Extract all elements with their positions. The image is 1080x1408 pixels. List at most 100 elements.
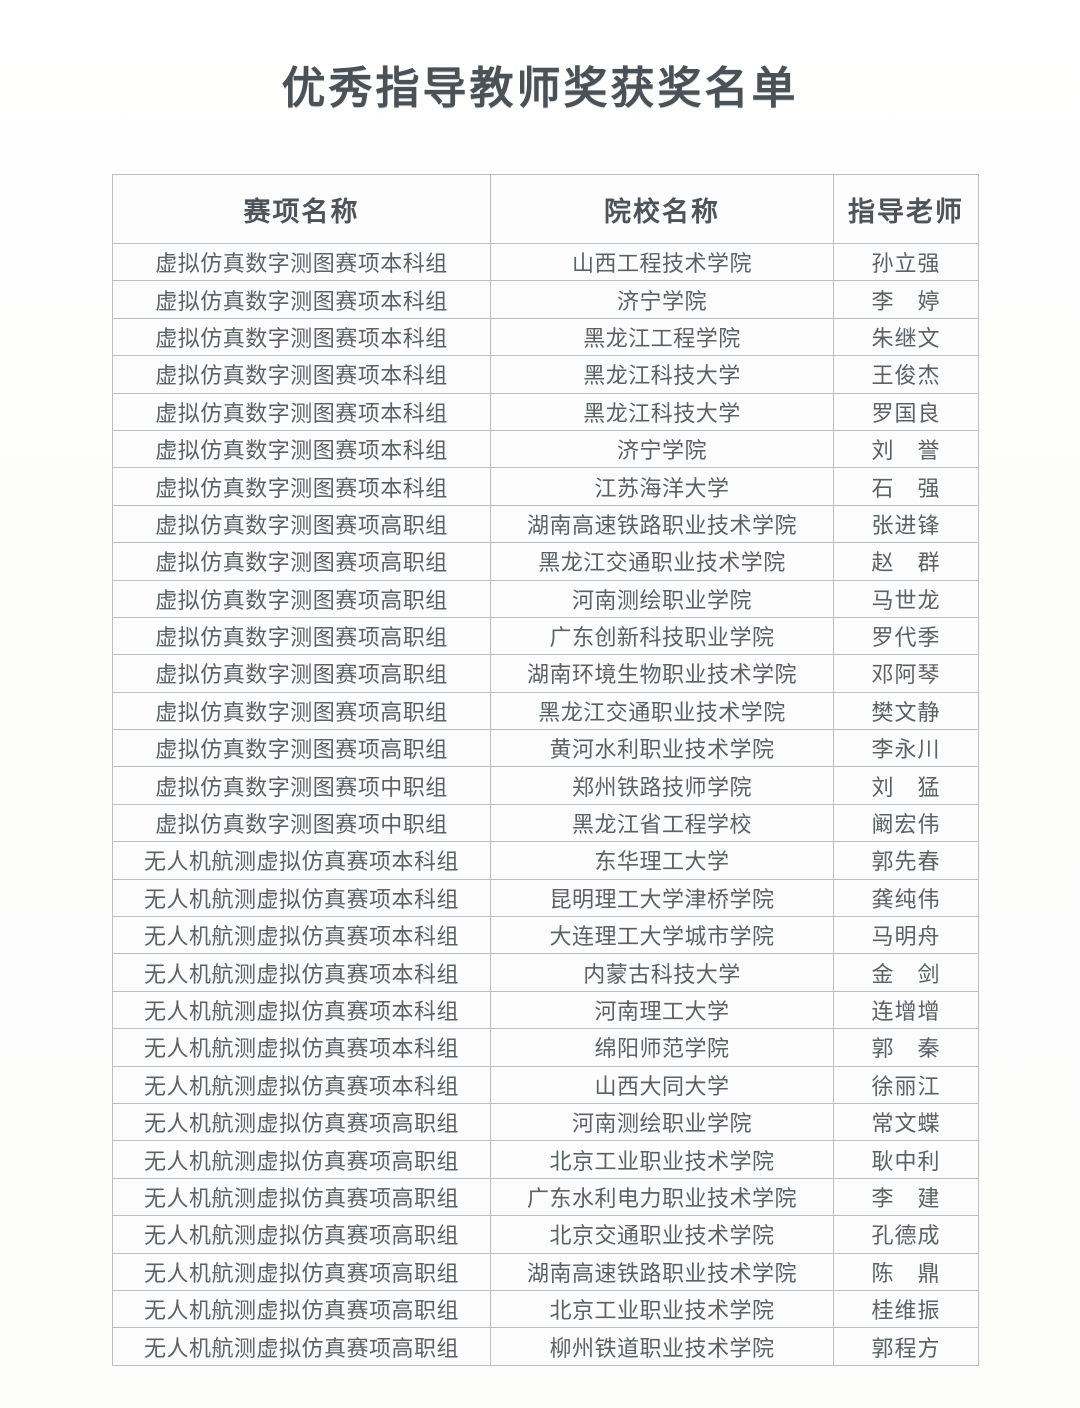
cell-school: 湖南环境生物职业技术学院	[490, 654, 834, 693]
column-header-teacher: 指导老师	[833, 174, 979, 244]
cell-school: 黑龙江交通职业技术学院	[490, 691, 834, 731]
cell-teacher: 李永川	[833, 729, 979, 768]
cell-event: 无人机航测虚拟仿真赛项高职组	[112, 1177, 491, 1217]
cell-event: 虚拟仿真数字测图赛项本科组	[112, 429, 491, 469]
cell-event: 虚拟仿真数字测图赛项高职组	[112, 729, 491, 768]
table-row: 虚拟仿真数字测图赛项高职组 黑龙江交通职业技术学院赵 群	[112, 542, 979, 581]
cell-event: 无人机航测虚拟仿真赛项本科组	[112, 1065, 491, 1104]
cell-teacher: 郭程方	[833, 1327, 979, 1366]
cell-school: 黑龙江交通职业技术学院	[490, 542, 834, 581]
cell-event: 虚拟仿真数字测图赛项高职组	[112, 504, 491, 544]
table-row: 无人机航测虚拟仿真赛项本科组 河南理工大学 连增增	[112, 990, 979, 1030]
cell-teacher: 桂维振	[833, 1289, 979, 1329]
column-header-event: 赛项名称	[112, 174, 491, 244]
cell-school: 山西工程技术学院	[490, 242, 834, 282]
table-row: 无人机航测虚拟仿真赛项高职组 河南测绘职业学院 常文蝶	[112, 1102, 979, 1142]
cell-event: 无人机航测虚拟仿真赛项本科组	[112, 953, 491, 992]
table-row: 虚拟仿真数字测图赛项本科组 黑龙江工程学院 朱继文	[112, 317, 979, 357]
cell-event: 无人机航测虚拟仿真赛项高职组	[112, 1102, 491, 1142]
cell-teacher: 朱继文	[833, 317, 979, 357]
cell-event: 虚拟仿真数字测图赛项中职组	[112, 766, 491, 805]
page-title: 优秀指导教师奖获奖名单	[281, 64, 799, 113]
cell-school: 北京工业职业技术学院	[490, 1289, 834, 1329]
cell-teacher: 孙立强	[833, 242, 979, 282]
cell-event: 虚拟仿真数字测图赛项本科组	[112, 242, 491, 282]
table-row: 虚拟仿真数字测图赛项本科组 济宁学院刘 誉	[112, 429, 979, 469]
cell-teacher: 孔德成	[833, 1215, 979, 1254]
cell-teacher: 王俊杰	[833, 355, 979, 394]
table-header-row: 赛项名称 院校名称 指导老师	[112, 174, 979, 244]
table-row: 虚拟仿真数字测图赛项中职组 郑州铁路技师学院刘 猛	[112, 766, 979, 805]
cell-teacher: 徐丽江	[833, 1065, 979, 1104]
cell-teacher: 刘 誉	[833, 429, 979, 469]
cell-school: 河南测绘职业学院	[490, 579, 834, 618]
cell-teacher: 李 婷	[833, 280, 979, 319]
cell-teacher: 郭先春	[833, 841, 979, 880]
cell-school: 绵阳师范学院	[490, 1028, 834, 1067]
table-row: 无人机航测虚拟仿真赛项本科组 昆明理工大学津桥学院 龚纯伟	[112, 878, 979, 918]
cell-teacher: 樊文静	[833, 691, 979, 731]
cell-teacher: 常文蝶	[833, 1102, 979, 1142]
cell-event: 虚拟仿真数字测图赛项中职组	[112, 803, 491, 843]
cell-school: 北京交通职业技术学院	[490, 1215, 834, 1254]
cell-school: 江苏海洋大学	[490, 467, 834, 506]
cell-event: 虚拟仿真数字测图赛项本科组	[112, 467, 491, 506]
cell-teacher: 阚宏伟	[833, 803, 979, 843]
cell-school: 广东水利电力职业技术学院	[490, 1177, 834, 1217]
cell-school: 山西大同大学	[490, 1065, 834, 1104]
cell-school: 大连理工大学城市学院	[490, 916, 834, 955]
cell-teacher: 刘 猛	[833, 766, 979, 805]
cell-school: 湖南高速铁路职业技术学院	[490, 1252, 834, 1291]
cell-school: 郑州铁路技师学院	[490, 766, 834, 805]
cell-event: 无人机航测虚拟仿真赛项本科组	[112, 1028, 491, 1067]
table-body: 虚拟仿真数字测图赛项本科组 山西工程技术学院 孙立强 虚拟仿真数字测图赛项本科组 济宁学…	[112, 242, 979, 1366]
cell-school: 黄河水利职业技术学院	[490, 729, 834, 768]
table-row: 虚拟仿真数字测图赛项本科组 江苏海洋大学石 强	[112, 467, 979, 506]
cell-teacher: 郭 秦	[833, 1028, 979, 1067]
cell-school: 北京工业职业技术学院	[490, 1140, 834, 1179]
cell-event: 无人机航测虚拟仿真赛项高职组	[112, 1327, 491, 1366]
cell-event: 无人机航测虚拟仿真赛项本科组	[112, 878, 491, 918]
award-table: 赛项名称 院校名称 指导老师 虚拟仿真数字测图赛项本科组 山西工程技术学院 孙立强虚…	[112, 174, 979, 1366]
table-row: 虚拟仿真数字测图赛项高职组 湖南高速铁路职业技术学院 张进锋	[112, 504, 979, 544]
cell-teacher: 陈 鼎	[833, 1252, 979, 1291]
cell-teacher: 连增增	[833, 990, 979, 1030]
column-header-school: 院校名称	[490, 174, 834, 244]
award-table-container: 赛项名称 院校名称 指导老师 虚拟仿真数字测图赛项本科组 山西工程技术学院 孙立强虚…	[112, 174, 979, 1366]
cell-school: 黑龙江工程学院	[490, 317, 834, 357]
cell-event: 虚拟仿真数字测图赛项本科组	[112, 355, 491, 394]
cell-teacher: 马世龙	[833, 579, 979, 618]
table-row: 虚拟仿真数字测图赛项高职组 广东创新科技职业学院 罗代季	[112, 616, 979, 656]
table-row: 无人机航测虚拟仿真赛项高职组 广东水利电力职业技术学院李 建	[112, 1177, 979, 1217]
cell-event: 虚拟仿真数字测图赛项高职组	[112, 579, 491, 618]
cell-school: 广东创新科技职业学院	[490, 616, 834, 656]
cell-teacher: 赵 群	[833, 542, 979, 581]
cell-teacher: 张进锋	[833, 504, 979, 544]
cell-school: 河南测绘职业学院	[490, 1102, 834, 1142]
cell-school: 东华理工大学	[490, 841, 834, 880]
cell-school: 黑龙江科技大学	[490, 392, 834, 431]
table-row: 无人机航测虚拟仿真赛项高职组 北京交通职业技术学院 孔德成	[112, 1215, 979, 1254]
table-row: 虚拟仿真数字测图赛项本科组 黑龙江科技大学 王俊杰	[112, 355, 979, 394]
table-row: 无人机航测虚拟仿真赛项本科组 内蒙古科技大学金 剑	[112, 953, 979, 992]
table-row: 虚拟仿真数字测图赛项高职组 黄河水利职业技术学院 李永川	[112, 729, 979, 768]
table-row: 无人机航测虚拟仿真赛项高职组 北京工业职业技术学院 桂维振	[112, 1289, 979, 1329]
cell-event: 无人机航测虚拟仿真赛项本科组	[112, 916, 491, 955]
cell-event: 无人机航测虚拟仿真赛项高职组	[112, 1215, 491, 1254]
cell-event: 虚拟仿真数字测图赛项本科组	[112, 392, 491, 431]
cell-school: 昆明理工大学津桥学院	[490, 878, 834, 918]
cell-event: 无人机航测虚拟仿真赛项高职组	[112, 1140, 491, 1179]
cell-event: 无人机航测虚拟仿真赛项高职组	[112, 1289, 491, 1329]
table-row: 虚拟仿真数字测图赛项中职组 黑龙江省工程学校 阚宏伟	[112, 803, 979, 843]
cell-school: 湖南高速铁路职业技术学院	[490, 504, 834, 544]
cell-school: 济宁学院	[490, 280, 834, 319]
cell-teacher: 罗代季	[833, 616, 979, 656]
table-row: 虚拟仿真数字测图赛项本科组 山西工程技术学院 孙立强	[112, 242, 979, 282]
cell-school: 济宁学院	[490, 429, 834, 469]
cell-event: 无人机航测虚拟仿真赛项本科组	[112, 990, 491, 1030]
cell-teacher: 耿中利	[833, 1140, 979, 1179]
table-row: 无人机航测虚拟仿真赛项高职组 湖南高速铁路职业技术学院陈 鼎	[112, 1252, 979, 1291]
cell-teacher: 李 建	[833, 1177, 979, 1217]
cell-teacher: 罗国良	[833, 392, 979, 431]
